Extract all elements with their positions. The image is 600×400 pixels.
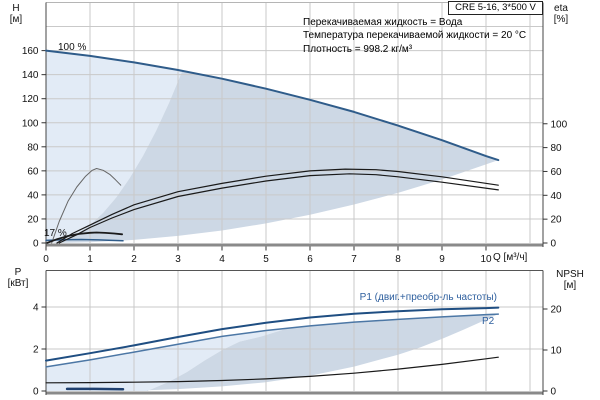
npsh-axis-label-symbol: NPSH xyxy=(556,269,584,280)
p-axis-label: P [кВт] xyxy=(2,267,34,289)
svg-text:0: 0 xyxy=(43,254,49,265)
svg-text:7: 7 xyxy=(351,254,357,265)
speed-17-label: 17 % xyxy=(44,228,67,239)
q-axis-label: Q [м³/ч] xyxy=(493,252,528,263)
svg-text:40: 40 xyxy=(27,190,39,201)
h-axis-label-unit: [м] xyxy=(9,14,23,25)
fluid-info-line: Плотность = 998.2 кг/м³ xyxy=(303,43,413,55)
svg-text:5: 5 xyxy=(263,254,269,265)
svg-text:2: 2 xyxy=(33,345,39,356)
eta-axis-label-unit: [%] xyxy=(553,14,569,25)
svg-text:0: 0 xyxy=(33,387,39,398)
svg-text:2: 2 xyxy=(131,254,137,265)
svg-text:60: 60 xyxy=(27,166,39,177)
speed-100-label: 100 % xyxy=(58,42,87,53)
svg-text:80: 80 xyxy=(551,143,563,154)
svg-text:160: 160 xyxy=(22,46,39,57)
svg-text:20: 20 xyxy=(551,215,563,226)
svg-text:40: 40 xyxy=(551,191,563,202)
svg-text:10: 10 xyxy=(480,254,492,265)
svg-text:0: 0 xyxy=(33,239,39,250)
eta-axis-label: eta [%] xyxy=(544,3,578,25)
pump-model-title: CRE 5-16, 3*500 V xyxy=(448,1,543,15)
h-axis-label-symbol: H xyxy=(12,3,20,14)
svg-text:100: 100 xyxy=(22,118,39,129)
svg-text:4: 4 xyxy=(33,303,39,314)
svg-text:6: 6 xyxy=(307,254,313,265)
p-axis-label-unit: [кВт] xyxy=(7,278,29,289)
svg-text:100: 100 xyxy=(551,119,568,130)
svg-text:80: 80 xyxy=(27,142,39,153)
svg-text:8: 8 xyxy=(395,254,401,265)
npsh-axis-label-unit: [м] xyxy=(563,280,577,291)
svg-text:140: 140 xyxy=(22,70,39,81)
p2-curve-label: P2 xyxy=(482,316,495,327)
p1-curve-label: P1 (двиг.+преобр-ль частоты) xyxy=(359,292,497,303)
eta-axis-label-symbol: eta xyxy=(554,3,568,14)
svg-text:20: 20 xyxy=(27,214,39,225)
p-axis-label-symbol: P xyxy=(14,267,22,278)
npsh-axis-label: NPSH [м] xyxy=(546,269,594,291)
svg-text:20: 20 xyxy=(551,305,563,316)
h-axis-label: H [м] xyxy=(2,3,30,25)
svg-text:3: 3 xyxy=(175,254,181,265)
svg-text:9: 9 xyxy=(439,254,445,265)
svg-text:1: 1 xyxy=(87,254,93,265)
svg-text:120: 120 xyxy=(22,94,39,105)
svg-text:10: 10 xyxy=(551,346,563,357)
svg-text:0: 0 xyxy=(551,387,557,398)
fluid-info-line: Температура перекачиваемой жидкости = 20… xyxy=(303,30,527,42)
svg-text:4: 4 xyxy=(219,254,225,265)
fluid-info-block: Перекачиваемая жидкость = Вода Температу… xyxy=(303,16,526,56)
fluid-info-line: Перекачиваемая жидкость = Вода xyxy=(303,17,463,28)
svg-text:60: 60 xyxy=(551,167,563,178)
svg-text:0: 0 xyxy=(551,239,557,250)
